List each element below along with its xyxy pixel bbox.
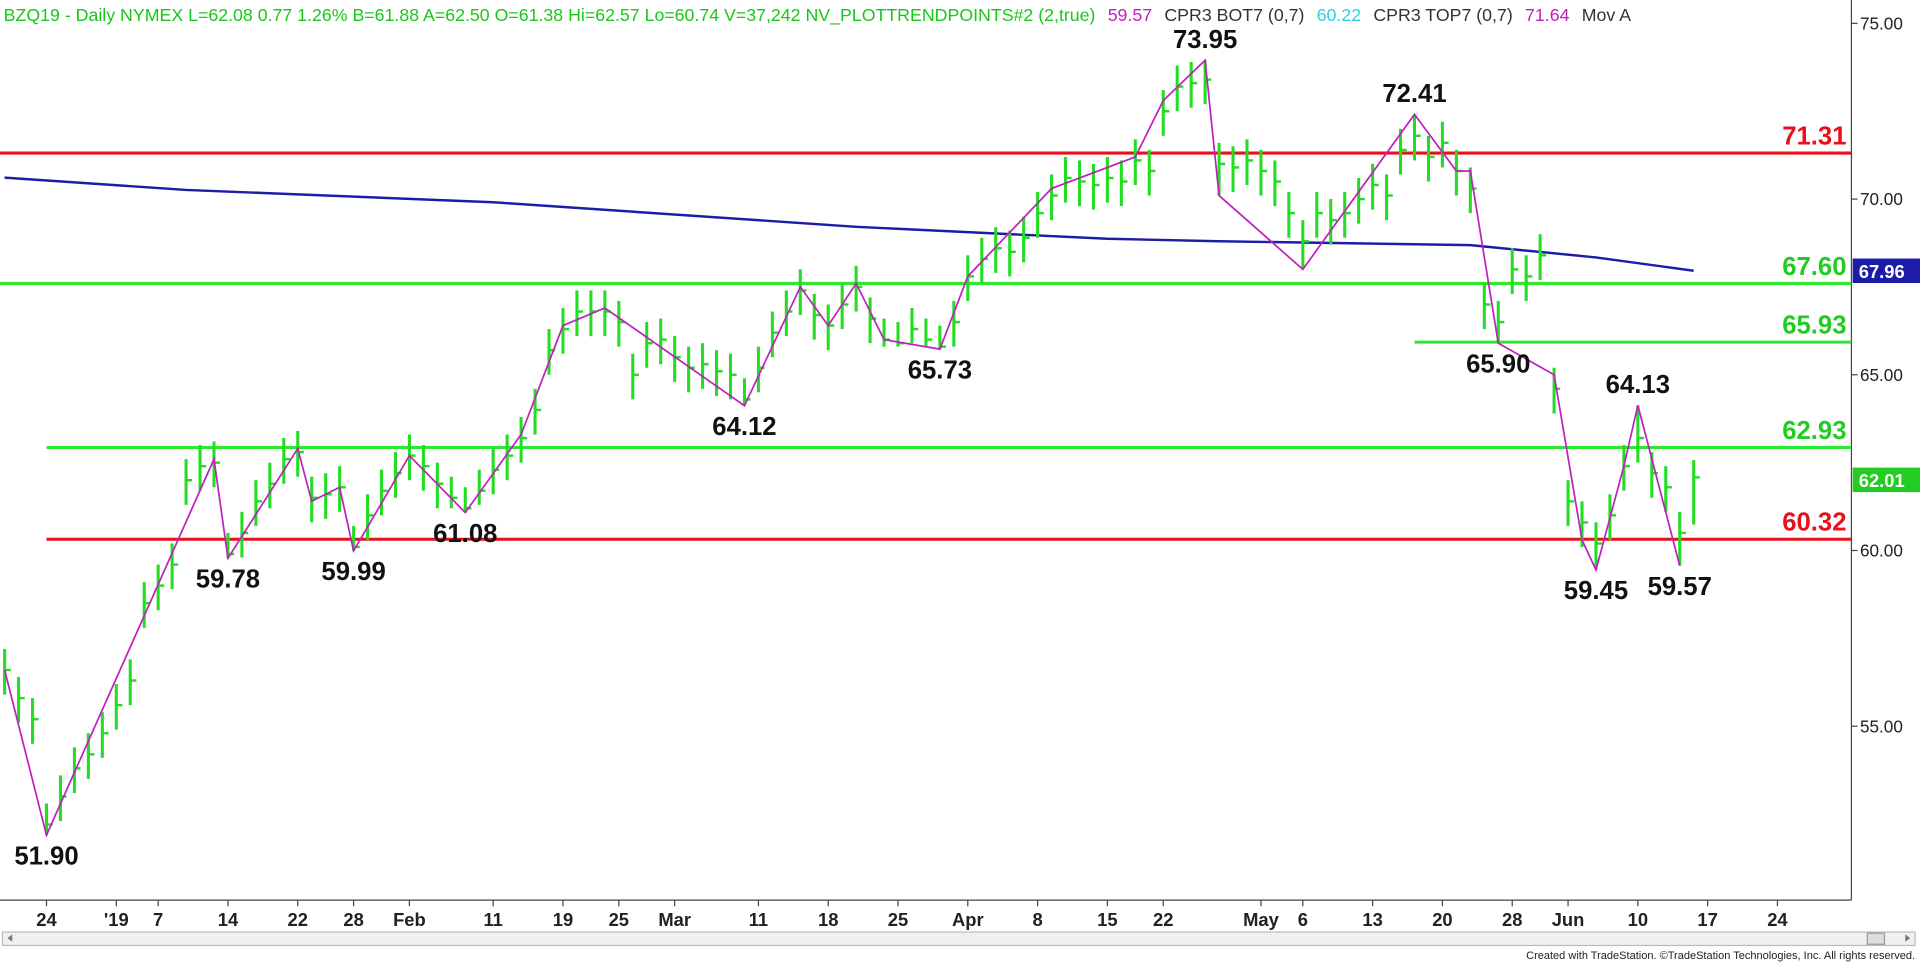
y-tick-label: 60.00 (1860, 541, 1903, 561)
pivot-label: 72.41 (1382, 80, 1446, 108)
x-tick-label: 11 (749, 909, 768, 930)
x-tick-label: 20 (1432, 909, 1452, 930)
level-label: 60.32 (1782, 509, 1846, 537)
header-item: Mov A (1582, 5, 1631, 25)
last-value-box (1852, 467, 1920, 493)
y-tick-label: 75.00 (1860, 13, 1903, 33)
y-tick-label: 65.00 (1860, 365, 1903, 385)
last-value-label: 62.01 (1859, 470, 1905, 491)
header-item: CPR3 BOT7 (0,7) (1164, 5, 1304, 25)
header-item: CPR3 TOP7 (0,7) (1373, 5, 1512, 25)
x-tick-label: 24 (36, 909, 57, 930)
pivot-label: 65.73 (908, 357, 972, 385)
pivot-label: 59.45 (1564, 577, 1628, 605)
x-tick-label: 25 (609, 909, 629, 930)
x-tick-label: 10 (1628, 909, 1648, 930)
level-label: 71.31 (1782, 122, 1846, 150)
x-tick-label: 28 (1502, 909, 1522, 930)
header-item: 59.57 (1108, 5, 1152, 25)
header-item: 60.22 (1317, 5, 1361, 25)
x-tick-label: May (1243, 909, 1280, 930)
x-tick-label: 14 (218, 909, 239, 930)
pivot-label: 61.08 (433, 520, 497, 548)
pivot-label: 59.57 (1648, 573, 1712, 601)
last-value-label: 67.96 (1859, 261, 1905, 282)
pivot-label: 64.12 (712, 413, 776, 441)
scrollbar[interactable] (1, 931, 1916, 947)
header-item: 71.64 (1525, 5, 1570, 25)
trend-line (3, 58, 1681, 838)
header: BZQ19 - Daily NYMEX L=62.08 0.77 1.26% B… (4, 5, 1632, 26)
x-tick-label: 8 (1032, 909, 1042, 930)
pivot-label: 73.95 (1173, 26, 1237, 54)
x-tick-label: Jun (1552, 909, 1585, 930)
x-tick-label: Feb (393, 909, 426, 930)
x-tick-label: '19 (104, 909, 129, 930)
pivot-label: 64.13 (1606, 371, 1670, 399)
scroll-left[interactable] (7, 934, 13, 942)
pivot-label: 59.78 (196, 566, 260, 594)
x-tick-label: 6 (1298, 909, 1308, 930)
x-tick-label: 13 (1362, 909, 1382, 930)
x-tick-label: Mar (658, 909, 691, 930)
x-tick-label: 24 (1767, 909, 1788, 930)
x-tick-label: 11 (483, 909, 502, 930)
x-tick-label: 19 (553, 909, 573, 930)
x-tick-label: 18 (818, 909, 838, 930)
scroll-track[interactable] (1, 931, 1916, 947)
scroll-right[interactable] (1905, 934, 1911, 942)
footer: Created with TradeStation. ©TradeStation… (1526, 950, 1915, 962)
moving-average (4, 176, 1694, 272)
pivot-label: 59.99 (321, 558, 385, 586)
x-tick-label: 22 (1153, 909, 1173, 930)
scroll-thumb[interactable] (1866, 932, 1886, 945)
y-tick-label: 55.00 (1860, 716, 1903, 736)
x-tick-label: 7 (153, 909, 163, 930)
x-tick-label: 17 (1697, 909, 1717, 930)
header-item: BZQ19 - Daily NYMEX L=62.08 0.77 1.26% B… (4, 5, 1096, 26)
y-tick-label: 70.00 (1860, 189, 1903, 209)
level-label: 62.93 (1782, 417, 1846, 445)
last-value-box (1852, 258, 1920, 284)
pivot-label: 65.90 (1466, 351, 1530, 379)
x-tick-label: 25 (888, 909, 908, 930)
x-tick-label: 22 (288, 909, 308, 930)
level-label: 67.60 (1782, 253, 1846, 281)
x-tick-label: 28 (343, 909, 363, 930)
x-tick-label: Apr (952, 909, 984, 930)
pivot-label: 51.90 (14, 843, 78, 871)
x-tick-label: 15 (1097, 909, 1117, 930)
level-label: 65.93 (1782, 312, 1846, 340)
